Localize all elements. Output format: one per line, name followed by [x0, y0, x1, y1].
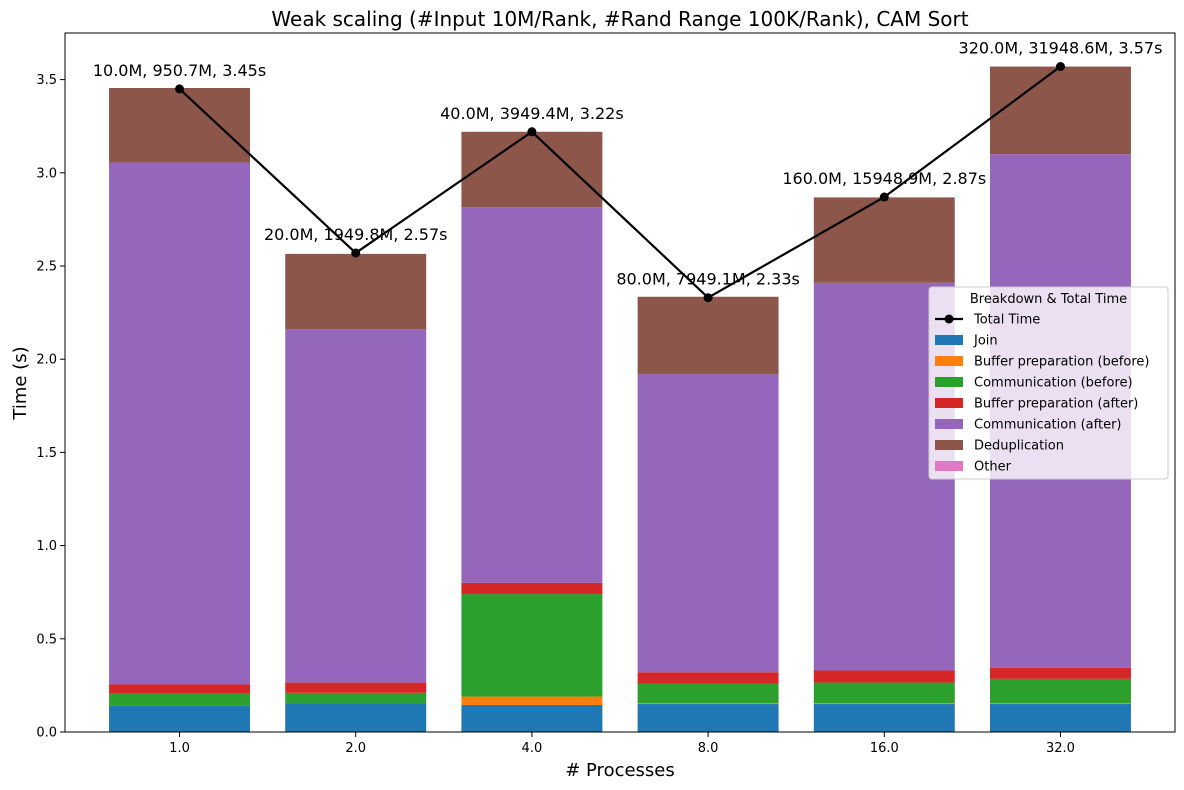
- bar-segment-3-2: [285, 692, 427, 704]
- total-time-point-5: [879, 192, 889, 202]
- y-tick-label-1: 0.0: [36, 726, 57, 741]
- legend-swatch-6: [935, 440, 963, 450]
- legend-label-6: Deduplication: [974, 439, 1064, 454]
- legend-label-4: Buffer preparation (after): [974, 397, 1138, 412]
- annotation-4: 80.0M, 7949.1M, 2.33s: [616, 270, 800, 289]
- total-time-line-group: [175, 62, 1065, 303]
- bar-segment-4-1: [109, 684, 250, 694]
- bar-segment-1-6: [990, 704, 1131, 732]
- annotation-1: 10.0M, 950.7M, 3.45s: [93, 61, 266, 80]
- total-time-line: [178, 65, 1062, 300]
- bar-segment-1-3: [461, 704, 603, 732]
- x-tick-label-2: 2.0: [345, 741, 366, 756]
- bar-segment-4-3: [461, 582, 603, 595]
- bar-segment-6-1: [109, 87, 250, 163]
- legend-swatch-1: [935, 335, 963, 345]
- legend-marker-total-time: [944, 314, 954, 324]
- legend-label-1: Join: [973, 334, 998, 349]
- bar-segment-4-6: [990, 667, 1131, 679]
- legend-swatch-3: [935, 377, 963, 387]
- y-axis-title: Time (s): [10, 346, 31, 420]
- annotation-5: 160.0M, 15948.9M, 2.87s: [782, 169, 986, 188]
- bar-segment-5-3: [461, 207, 603, 583]
- legend-label-5: Communication (after): [974, 418, 1122, 433]
- bar-segment-4-5: [813, 670, 955, 683]
- chart-title: Weak scaling (#Input 10M/Rank, #Rand Ran…: [271, 7, 968, 31]
- bar-segment-3-3: [461, 594, 603, 697]
- bar-segment-3-1: [109, 693, 250, 706]
- legend: Breakdown & Total Time Total Time Join Buff…: [928, 286, 1169, 480]
- total-time-point-3: [527, 127, 537, 137]
- bar-segment-3-6: [990, 678, 1131, 704]
- y-tick-label-3: 1.0: [36, 539, 57, 554]
- legend-swatch-2: [935, 356, 963, 366]
- y-tick-label-4: 1.5: [36, 446, 57, 461]
- annotation-3: 40.0M, 3949.4M, 3.22s: [440, 104, 624, 123]
- y-tick-label-7: 3.0: [36, 166, 57, 181]
- x-axis-title: # Processes: [565, 760, 675, 781]
- legend-swatch-7: [935, 461, 963, 471]
- legend-label-7: Other: [974, 460, 1012, 475]
- total-time-point-2: [351, 248, 361, 258]
- annotation-6: 320.0M, 31948.6M, 3.57s: [959, 39, 1163, 58]
- bar-segment-1-5: [813, 704, 955, 732]
- annotations-group: 10.0M, 950.7M, 3.45s 20.0M, 1949.8M, 2.57…: [93, 39, 1163, 289]
- x-tick-label-3: 4.0: [522, 741, 543, 756]
- bar-segment-6-5: [813, 197, 955, 283]
- total-time-point-4: [703, 293, 713, 303]
- x-tick-label-1: 1.0: [169, 741, 190, 756]
- bar-segment-5-1: [109, 162, 250, 685]
- legend-title: Breakdown & Total Time: [970, 292, 1127, 307]
- bar-segment-2-6: [990, 703, 1131, 705]
- bar-segment-4-2: [285, 682, 427, 693]
- legend-label-total-time: Total Time: [973, 313, 1040, 328]
- annotation-2: 20.0M, 1949.8M, 2.57s: [264, 225, 448, 244]
- legend-label-3: Communication (before): [974, 376, 1133, 391]
- legend-swatch-5: [935, 419, 963, 429]
- x-tick-label-5: 16.0: [870, 741, 899, 756]
- bar-segment-1-4: [637, 704, 779, 732]
- bar-segment-6-2: [285, 253, 427, 330]
- x-tick-label-4: 8.0: [698, 741, 719, 756]
- bar-segment-1-2: [285, 703, 427, 732]
- bar-segment-1-1: [109, 705, 250, 732]
- bar-segment-3-4: [637, 683, 779, 704]
- legend-label-2: Buffer preparation (before): [974, 355, 1149, 370]
- total-time-point-6: [1055, 62, 1065, 72]
- y-tick-label-8: 3.5: [36, 73, 57, 88]
- y-tick-label-2: 0.5: [36, 632, 57, 647]
- bar-segment-4-4: [637, 672, 779, 684]
- x-tick-label-6: 32.0: [1046, 741, 1075, 756]
- total-time-point-1: [175, 84, 185, 94]
- bars-group: [109, 66, 1131, 732]
- bar-segment-2-5: [813, 703, 955, 705]
- bar-segment-3-5: [813, 682, 955, 704]
- legend-swatch-4: [935, 398, 963, 408]
- bar-segment-5-2: [285, 329, 427, 683]
- axes-group: 0.0 0.5 1.0 1.5 2.0 2.5 3.0 3.5 1.0 2.0 4.0 8.0 16.0…: [36, 32, 1176, 756]
- bar-segment-6-4: [637, 296, 779, 375]
- bar-segment-6-3: [461, 131, 603, 208]
- bar-segment-2-3: [461, 696, 603, 705]
- plot-frame: [64, 32, 1176, 733]
- y-tick-label-5: 2.0: [36, 353, 57, 368]
- legend-box: [928, 286, 1169, 480]
- y-tick-label-6: 2.5: [36, 260, 57, 275]
- bar-segment-5-4: [637, 374, 779, 673]
- bar-segment-6-6: [990, 66, 1131, 155]
- bar-segment-2-4: [637, 703, 779, 705]
